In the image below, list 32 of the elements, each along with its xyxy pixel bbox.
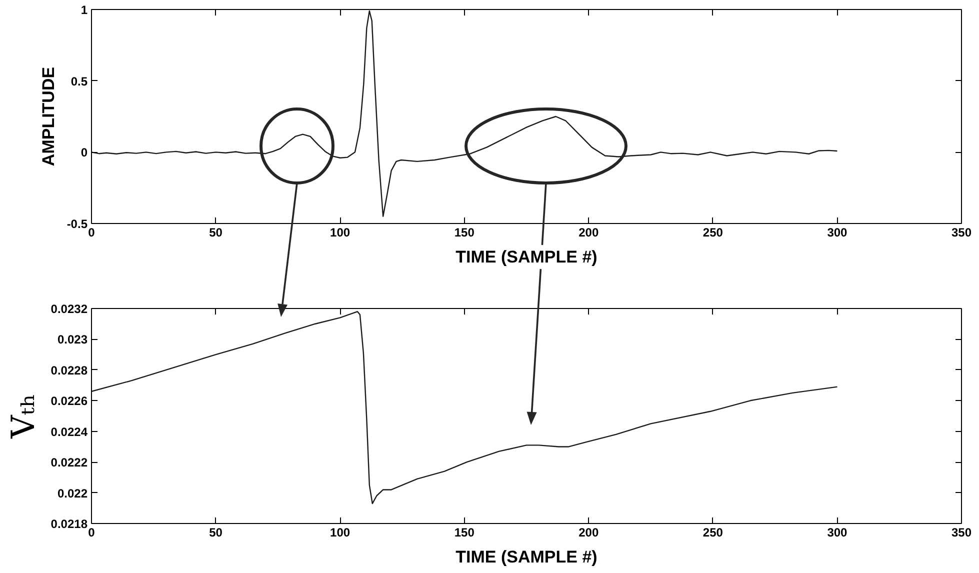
y-tick-label: 0.5: [70, 74, 88, 88]
x-tick-label: 50: [209, 226, 223, 240]
y-tick-label: 1: [80, 3, 88, 17]
x-tick-label: 50: [209, 526, 223, 540]
y-tick-label: 0.0222: [50, 456, 88, 470]
x-tick-label: 100: [330, 526, 350, 540]
x-tick-label: 300: [827, 526, 848, 540]
x-tick-label: 350: [951, 226, 972, 240]
y-tick-label: 0.0228: [50, 363, 88, 378]
x-axis-title: TIME (SAMPLE #): [456, 248, 598, 266]
y-tick-label: 0.022: [57, 486, 88, 500]
x-tick-label: 200: [578, 226, 599, 240]
y-tick-label: 0.023: [57, 332, 88, 347]
line-series: [92, 310, 838, 504]
line-series: [92, 10, 838, 217]
y-tick-label: 0.0224: [50, 424, 88, 439]
y-tick-label: 0.0232: [50, 302, 88, 316]
x-tick-label: 100: [330, 226, 350, 240]
y-tick-label: 0.0218: [50, 517, 88, 531]
y-tick-label: -0.5: [66, 217, 88, 231]
x-tick-label: 150: [454, 526, 475, 540]
x-tick-label: 250: [702, 226, 724, 240]
y-axis-title: AMPLITUDE: [38, 66, 58, 166]
y-tick-label: 0.0226: [50, 394, 88, 408]
x-tick-label: 200: [578, 526, 599, 540]
x-tick-label: 350: [951, 526, 972, 540]
x-tick-label: 300: [827, 226, 848, 240]
x-axis-title: TIME (SAMPLE #): [456, 548, 598, 566]
x-tick-label: 250: [702, 526, 724, 540]
y-axis-title: Vₜₕ: [4, 394, 42, 440]
x-tick-label: 150: [454, 226, 475, 240]
y-tick-label: 0: [80, 146, 88, 160]
